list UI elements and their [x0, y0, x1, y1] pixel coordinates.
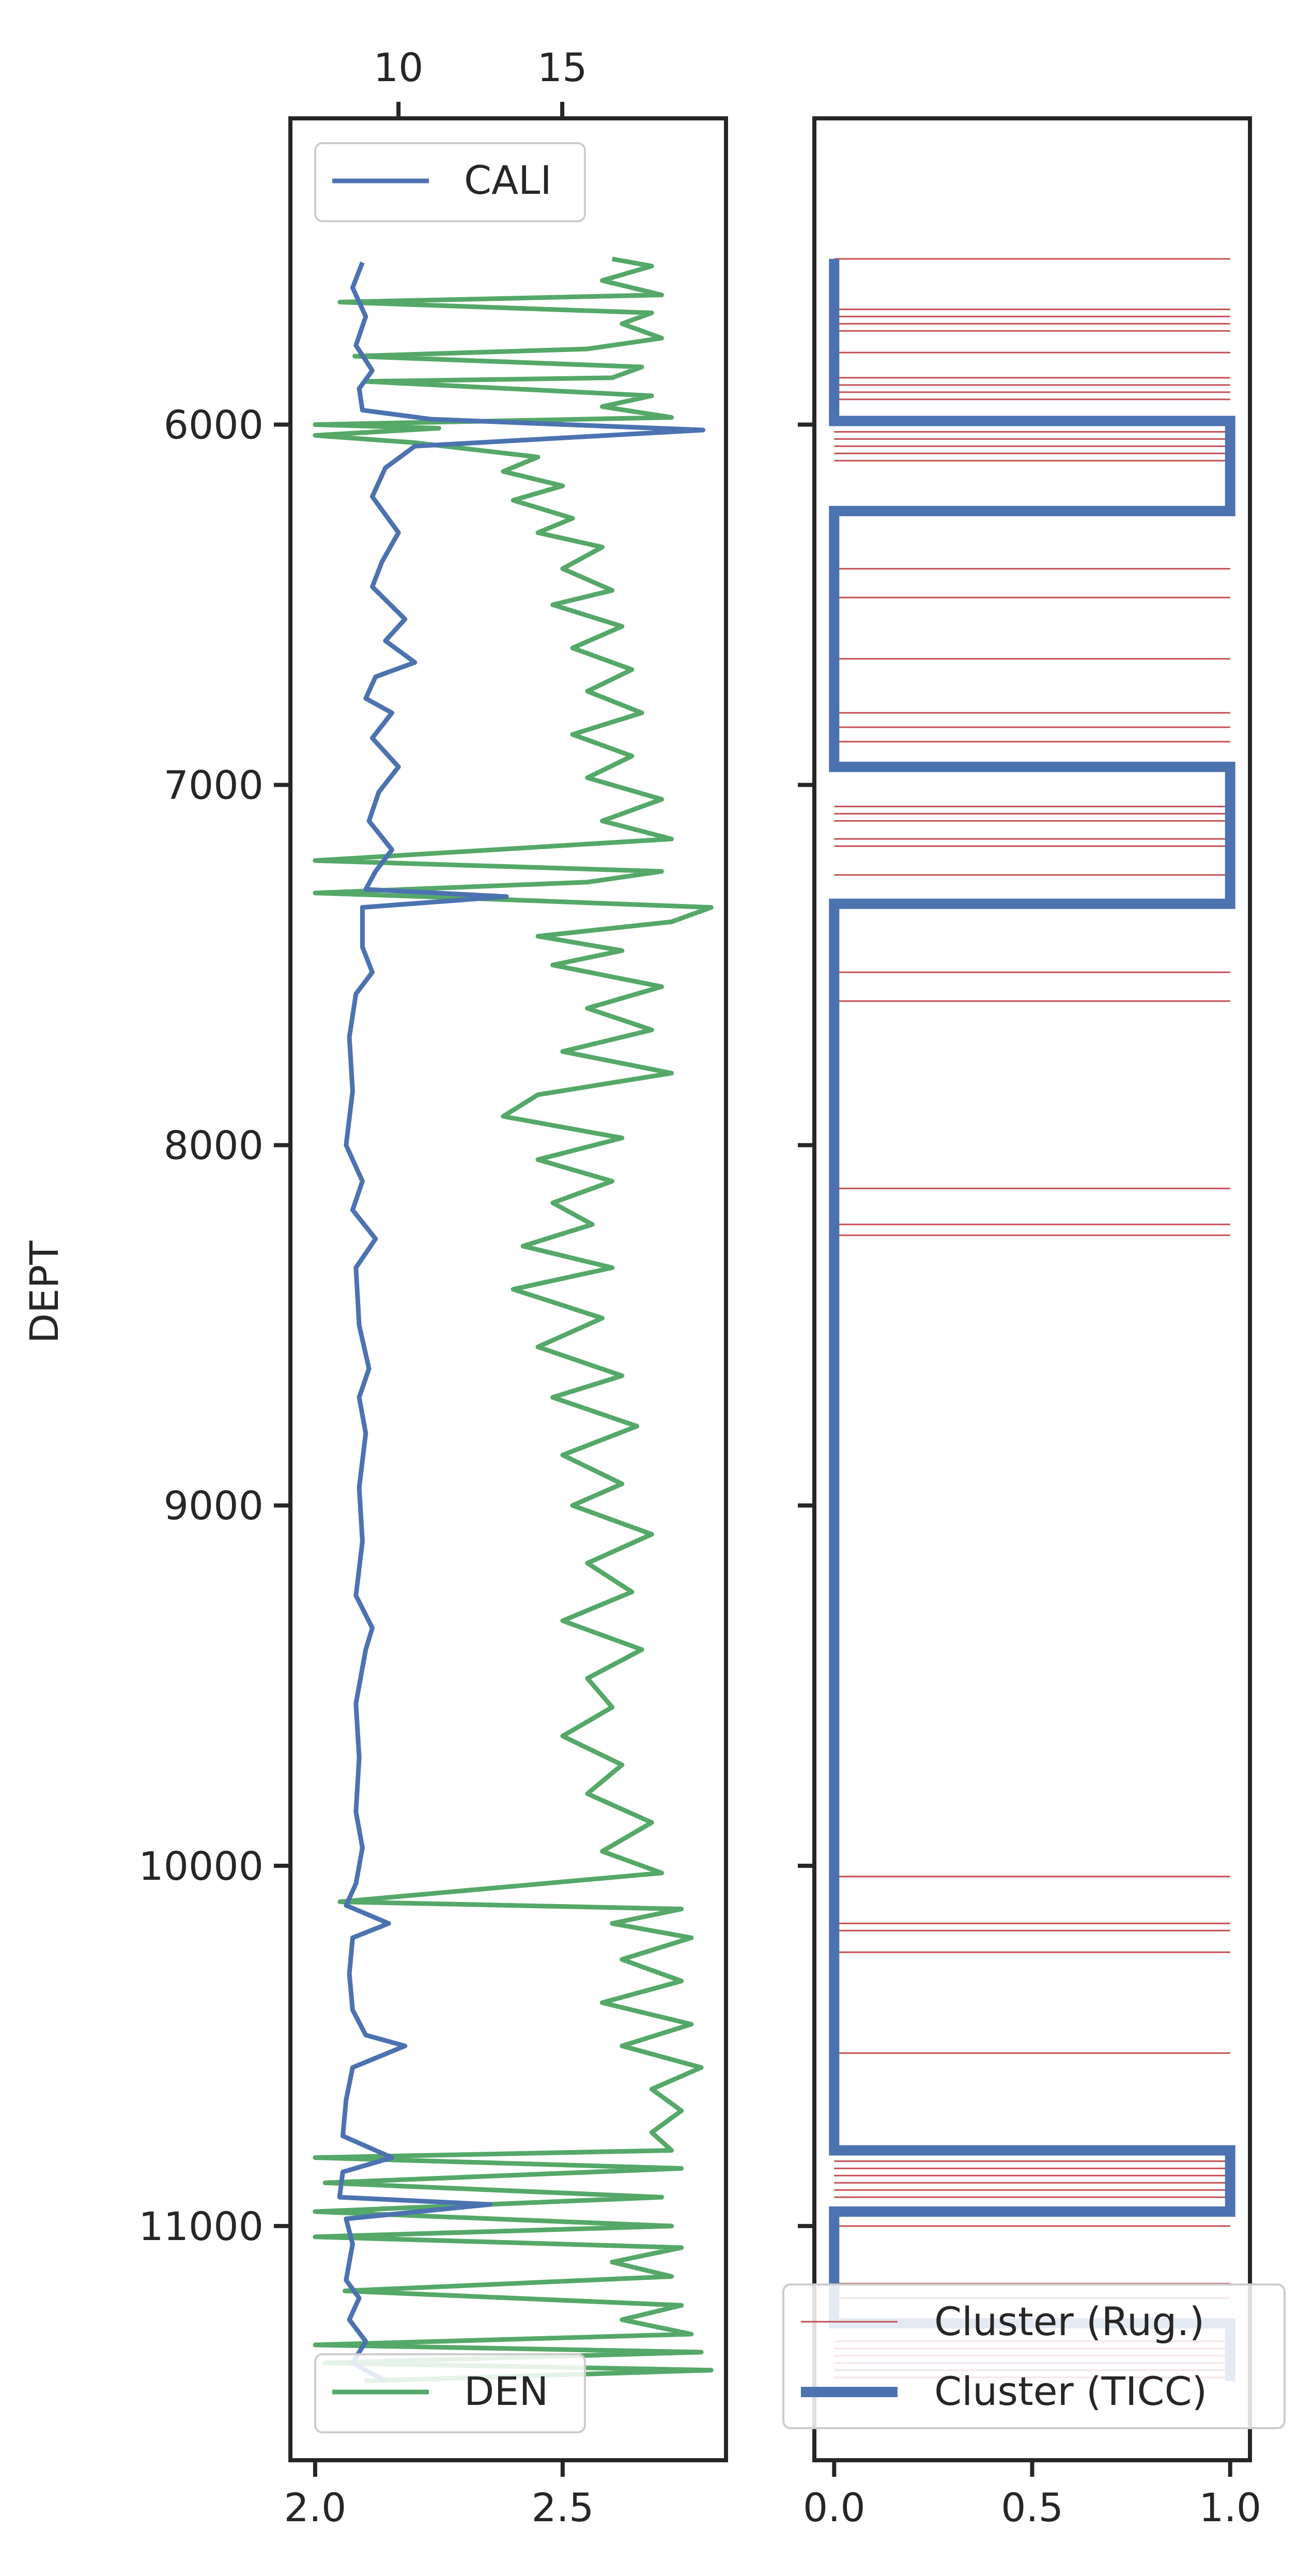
p1-y-ticks: 6000 7000 8000 9000 10000 11000 — [138, 402, 290, 2249]
top-tick-label: 10 — [374, 44, 424, 90]
p1-series-layer — [313, 256, 714, 2384]
y-tick-label: 10000 — [138, 1843, 264, 1889]
den-series-line — [313, 256, 714, 2384]
y-axis-label: DEPT — [21, 1240, 67, 1343]
p2-bottom-tick-label: 0.0 — [803, 2485, 866, 2531]
y-tick-label: 7000 — [164, 762, 264, 808]
log-panel-cali-den: 6000 7000 8000 9000 10000 11000 10 15 2.0 2.5 C… — [138, 44, 728, 2531]
legend-rug-label: Cluster (Rug.) — [934, 2298, 1204, 2344]
log-panel-clusters: 0.0 0.5 1.0 Cluster (Rug.) Cluster (TICC) — [782, 116, 1286, 2531]
legend-clusters: Cluster (Rug.) Cluster (TICC) — [782, 2283, 1286, 2429]
legend-den-box — [314, 2353, 586, 2433]
bottom-tick-label: 2.0 — [284, 2485, 346, 2531]
top-tick-label: 15 — [537, 44, 588, 90]
bottom-tick-label: 2.5 — [531, 2485, 594, 2531]
p2-series-layer — [829, 258, 1235, 2381]
depth-axis-label: DEPT — [21, 1240, 67, 1343]
p2-bottom-ticks: 0.0 0.5 1.0 — [803, 2460, 1261, 2531]
ticc-cluster-step — [829, 258, 1235, 2381]
legend-den: DEN — [314, 2353, 586, 2433]
p1-bottom-ticks: 2.0 2.5 — [284, 2460, 594, 2531]
y-tick-label: 9000 — [164, 1483, 264, 1529]
legend-cali-box — [314, 142, 586, 222]
p2-bottom-tick-label: 0.5 — [1001, 2485, 1063, 2531]
p2-y-ticks — [798, 422, 814, 2228]
legend-den-label: DEN — [464, 2368, 548, 2414]
p2-bottom-tick-label: 1.0 — [1199, 2485, 1261, 2531]
p1-top-ticks: 10 15 — [374, 44, 588, 118]
y-tick-label: 8000 — [164, 1123, 264, 1169]
cali-series-line — [337, 262, 706, 2383]
legend-cali-label: CALI — [464, 157, 552, 203]
y-tick-label: 6000 — [164, 402, 264, 448]
legend-ticc-label: Cluster (TICC) — [934, 2368, 1207, 2414]
legend-clusters-box — [782, 2283, 1286, 2429]
legend-cali: CALI — [314, 142, 586, 222]
p1-frame — [288, 116, 728, 2462]
y-tick-label: 11000 — [138, 2203, 264, 2249]
